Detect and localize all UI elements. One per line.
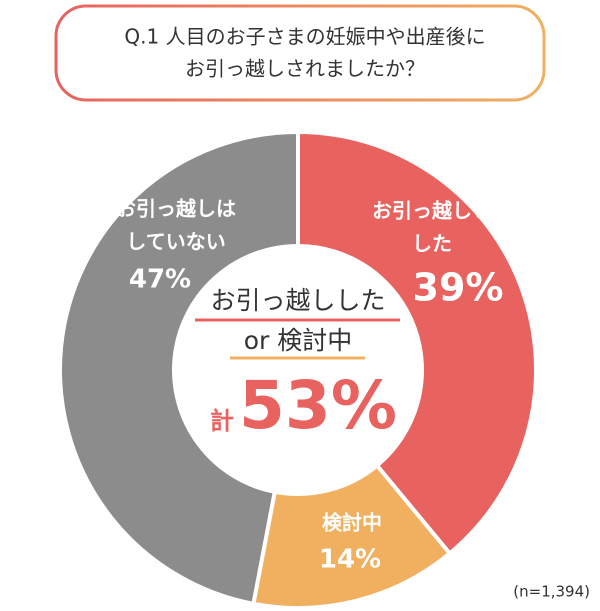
segment-label: お引っ越しし xyxy=(372,199,492,223)
center-line: or 検討中 xyxy=(244,326,353,355)
donut-segment xyxy=(58,129,300,607)
segment-label: お引っ越しは xyxy=(116,197,236,221)
note: (n=1,394) xyxy=(513,583,590,601)
title-box xyxy=(54,4,546,102)
value-label: 47% xyxy=(129,265,191,295)
value-label: 39% xyxy=(413,266,504,310)
donut-segment xyxy=(251,462,453,610)
title-line: Q.1 人目のお子さまの妊娠中や出産後に xyxy=(124,25,485,49)
value-label: 14% xyxy=(319,545,381,575)
segment-label: していない xyxy=(126,230,225,254)
center-total: 53% xyxy=(239,367,397,444)
center-prefix: 計 xyxy=(210,407,234,435)
donut-segment xyxy=(296,129,538,557)
center-line: お引っ越しした xyxy=(210,286,385,315)
segment-label: した xyxy=(412,232,452,256)
segment-label: 検討中 xyxy=(322,511,382,535)
donut xyxy=(58,129,538,610)
title-line: お引っ越しされましたか？ xyxy=(185,57,425,81)
